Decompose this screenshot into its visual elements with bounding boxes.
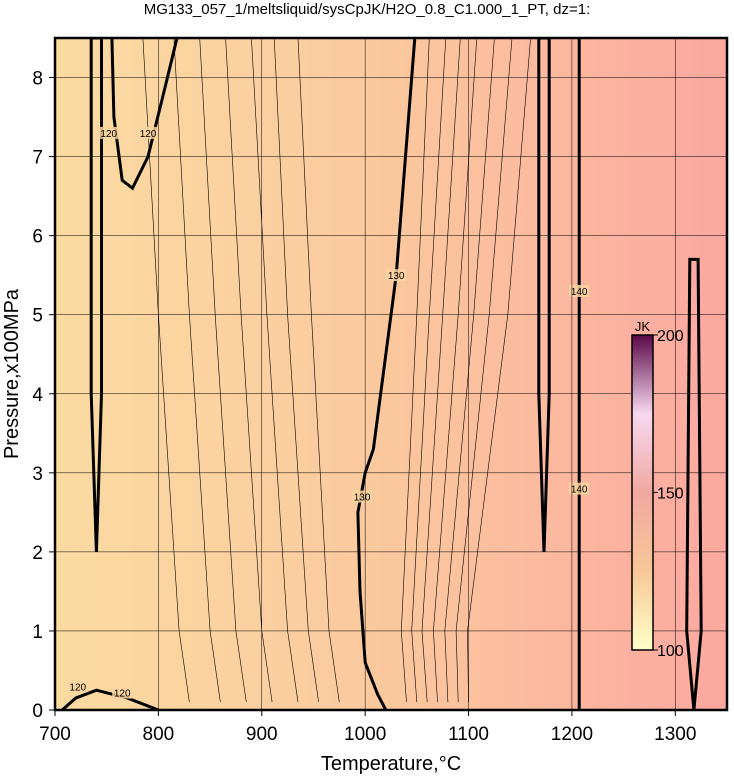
colorbar-tick-label: 200: [657, 328, 684, 345]
contour-label-bg: [138, 126, 159, 139]
y-tick-label: 3: [32, 464, 43, 485]
y-tick-label: 0: [32, 701, 43, 722]
contour-label: 120: [100, 129, 117, 140]
field: [55, 38, 727, 710]
contour-label: 120: [140, 129, 157, 140]
contour-label-bg: [352, 490, 373, 503]
contour-label: 140: [571, 287, 588, 298]
contour-label: 120: [114, 689, 131, 700]
y-tick-label: 7: [32, 148, 43, 169]
x-tick-label: 900: [246, 724, 278, 745]
y-tick-label: 2: [32, 543, 43, 564]
x-tick-label: 1300: [654, 724, 696, 745]
contour-label: 140: [571, 485, 588, 496]
x-tick-label: 1200: [551, 724, 593, 745]
contour-line: [110, 38, 179, 191]
x-tick-label: 800: [143, 724, 175, 745]
x-tick-label: 1000: [344, 724, 386, 745]
plot-frame: [53, 36, 729, 712]
x-tick-label: 700: [39, 724, 71, 745]
colorbar: [631, 334, 654, 651]
y-tick-label: 5: [32, 306, 43, 327]
contour-label-bg: [67, 680, 88, 693]
contour-label-bg: [98, 126, 119, 139]
contour-label-bg: [569, 482, 590, 495]
contour-label: 130: [388, 271, 405, 282]
contour-label-bg: [569, 284, 590, 297]
chart-title: MG133_057_1/meltsliquid/sysCpJK/H2O_0.8_…: [144, 1, 591, 18]
colorbar-tick-label: 150: [657, 486, 684, 503]
contour-line: [356, 38, 417, 710]
y-axis-label: Pressure,x100MPa: [1, 288, 23, 459]
y-tick-label: 1: [32, 622, 43, 643]
contour-label-bg: [386, 269, 407, 282]
colorbar-tick-label: 100: [657, 643, 684, 660]
contour-label: 130: [354, 493, 371, 504]
y-tick-label: 6: [32, 227, 43, 248]
contour-label: 120: [69, 682, 86, 693]
contour-line: [61, 688, 159, 710]
x-tick-label: 1100: [448, 724, 489, 745]
y-tick-label: 4: [32, 385, 43, 406]
y-tick-label: 8: [32, 69, 43, 90]
contour-label-bg: [112, 686, 133, 699]
x-axis-label: Temperature,°C: [321, 753, 461, 775]
colorbar-label: JK: [635, 319, 651, 334]
